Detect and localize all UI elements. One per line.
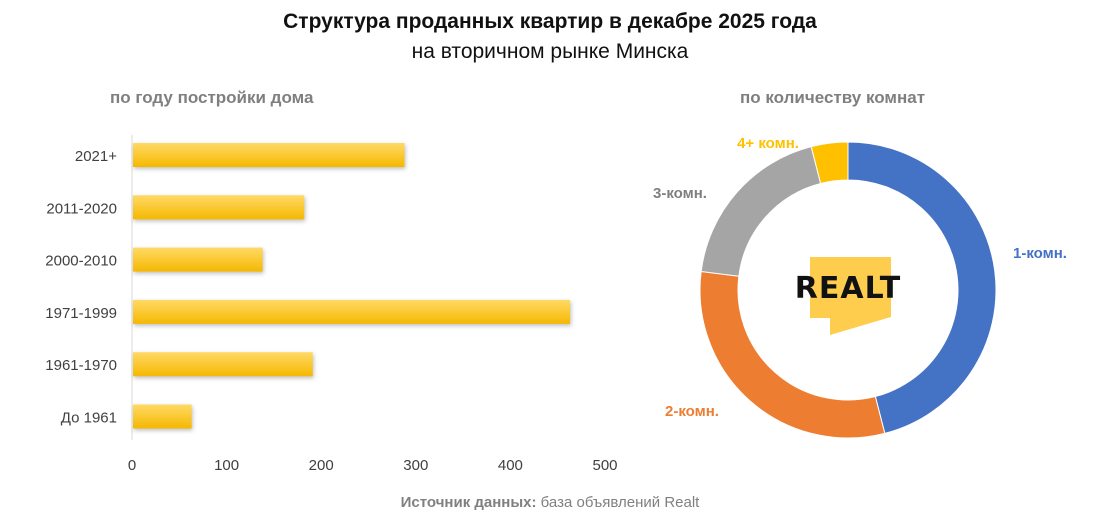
chart-title: Структура проданных квартир в декабре 20… <box>283 10 817 33</box>
donut-segment <box>810 141 849 185</box>
donut-label: 1-комн. <box>1013 245 1067 262</box>
bar <box>133 352 313 377</box>
y-tick-label: 2000-2010 <box>45 253 117 270</box>
source-note: Источник данных: база объявлений Realt <box>0 494 1100 511</box>
bar <box>133 404 192 429</box>
source-label: Источник данных: <box>400 494 537 511</box>
y-tick-label: 1971-1999 <box>45 305 117 322</box>
bar <box>133 143 405 167</box>
x-tick-label: 500 <box>592 457 617 474</box>
donut-label: 3-комн. <box>653 185 707 202</box>
donut-label: 4+ комн. <box>737 135 799 152</box>
donut-segment <box>700 146 822 277</box>
x-tick-label: 0 <box>128 457 136 474</box>
bar <box>133 247 263 272</box>
y-tick-label: 2011-2020 <box>46 200 117 217</box>
bar <box>133 195 305 220</box>
y-tick-label: До 1961 <box>61 410 117 427</box>
x-tick-label: 100 <box>214 457 239 474</box>
y-tick-label: 1961-1970 <box>45 357 117 374</box>
donut-label: 2-комн. <box>665 403 719 420</box>
x-tick-label: 200 <box>309 457 334 474</box>
donut-chart-title: по количеству комнат <box>740 88 926 107</box>
bar <box>133 299 571 324</box>
donut-segment <box>847 141 997 434</box>
realt-logo-text: REALT <box>795 271 901 306</box>
source-text: база объявлений Realt <box>536 494 700 511</box>
y-tick-label: 2021+ <box>75 148 117 165</box>
bar-chart-title: по году постройки дома <box>110 88 314 107</box>
realt-logo-shape <box>810 257 891 335</box>
x-tick-label: 400 <box>498 457 523 474</box>
chart-subtitle: на вторичном рынке Минска <box>411 40 689 63</box>
x-tick-label: 300 <box>403 457 428 474</box>
